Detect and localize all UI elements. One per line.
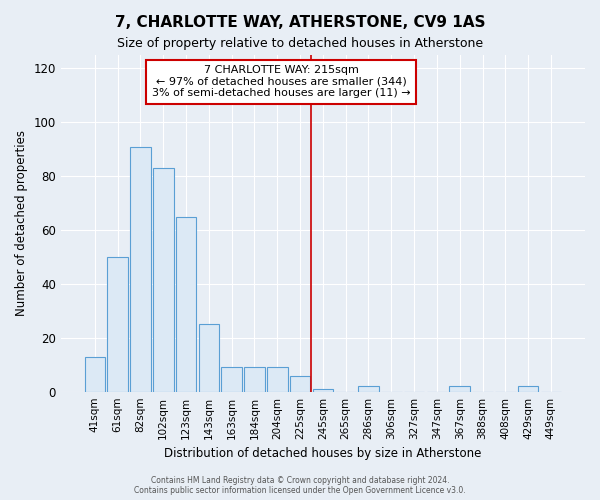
Bar	[130, 146, 151, 392]
Bar	[221, 368, 242, 392]
Text: 7, CHARLOTTE WAY, ATHERSTONE, CV9 1AS: 7, CHARLOTTE WAY, ATHERSTONE, CV9 1AS	[115, 15, 485, 30]
X-axis label: Distribution of detached houses by size in Atherstone: Distribution of detached houses by size …	[164, 447, 482, 460]
Bar	[518, 386, 538, 392]
Bar	[153, 168, 173, 392]
Bar	[290, 376, 310, 392]
Bar	[244, 368, 265, 392]
Y-axis label: Number of detached properties: Number of detached properties	[15, 130, 28, 316]
Bar	[107, 257, 128, 392]
Text: Contains HM Land Registry data © Crown copyright and database right 2024.
Contai: Contains HM Land Registry data © Crown c…	[134, 476, 466, 495]
Bar	[449, 386, 470, 392]
Text: Size of property relative to detached houses in Atherstone: Size of property relative to detached ho…	[117, 38, 483, 51]
Bar	[85, 356, 105, 392]
Bar	[267, 368, 287, 392]
Bar	[176, 216, 196, 392]
Bar	[358, 386, 379, 392]
Text: 7 CHARLOTTE WAY: 215sqm
← 97% of detached houses are smaller (344)
3% of semi-de: 7 CHARLOTTE WAY: 215sqm ← 97% of detache…	[152, 65, 410, 98]
Bar	[313, 389, 333, 392]
Bar	[199, 324, 219, 392]
